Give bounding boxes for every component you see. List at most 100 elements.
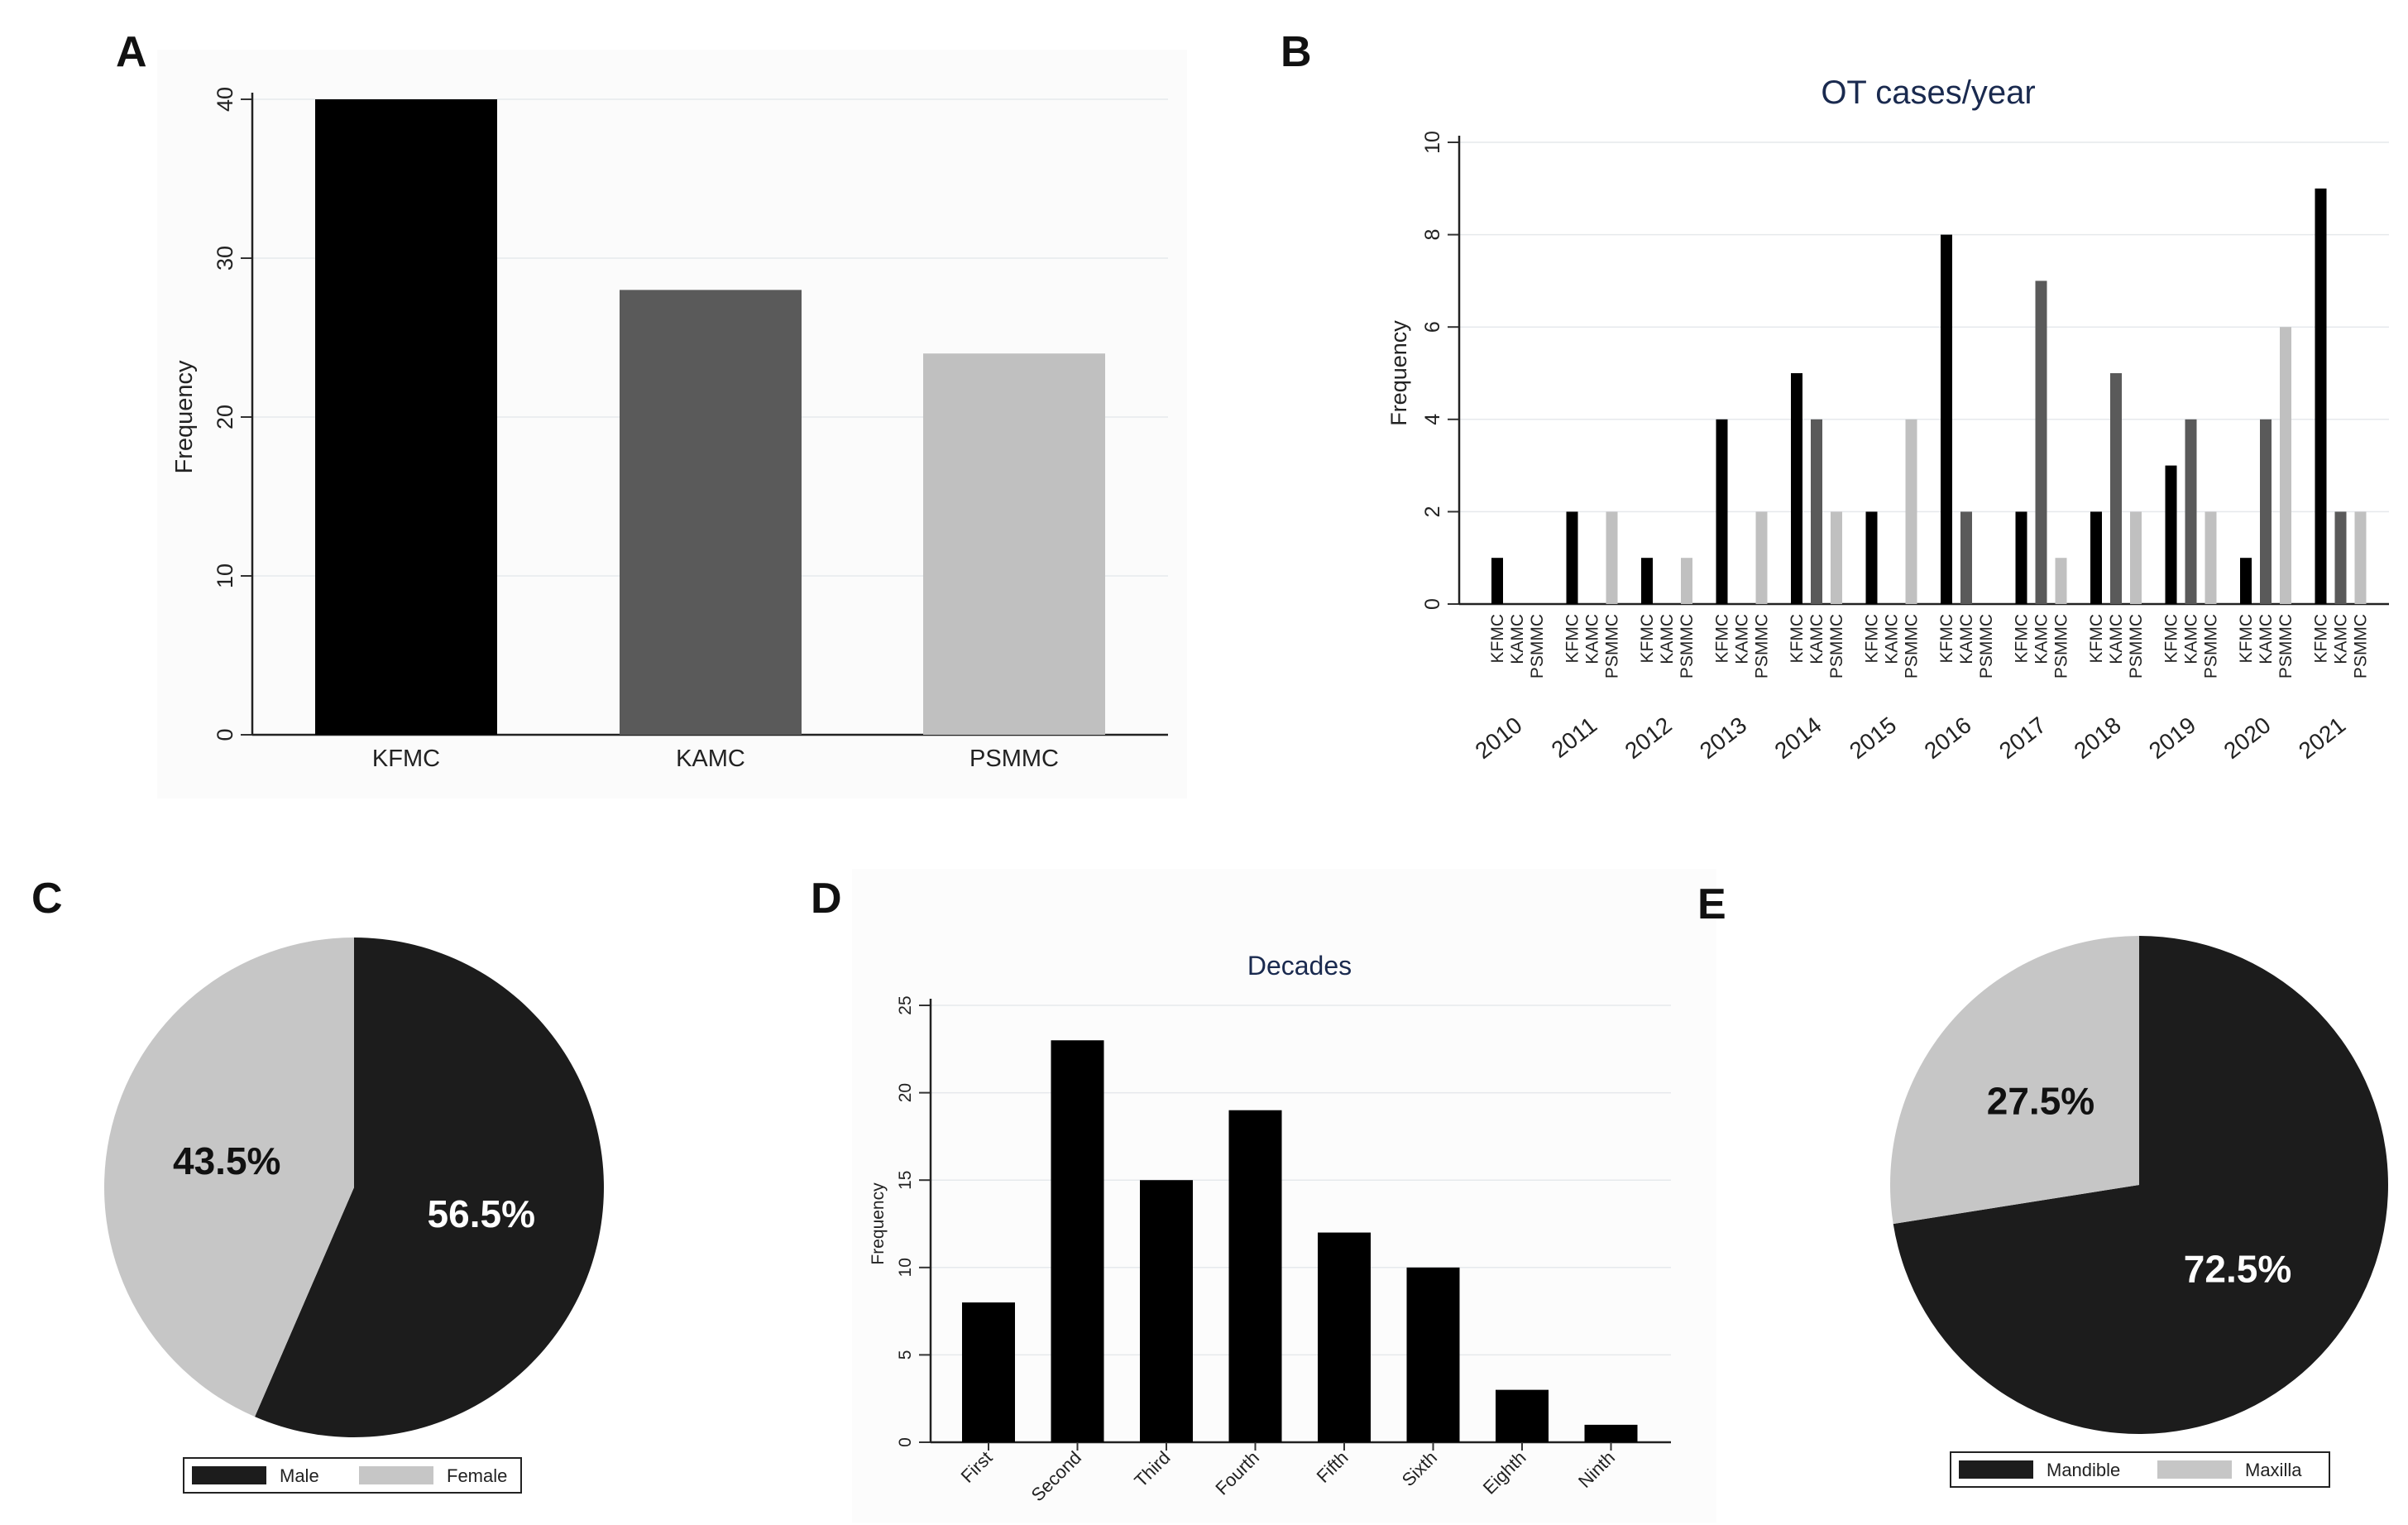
x-subcategory-label: KAMC [1733, 614, 1752, 664]
x-subcategory-label: KAMC [2257, 614, 2276, 664]
x-subcategory-label: KAMC [1957, 614, 1976, 664]
pie-label-mandible: 72.5% [2184, 1248, 2291, 1291]
bar-2021-kamc [2334, 511, 2347, 604]
x-subcategory-label: KAMC [1583, 614, 1602, 664]
legend-box [183, 1457, 522, 1494]
x-subcategory-label: KFMC [2013, 614, 2032, 664]
bar-2016-kamc [1960, 511, 1972, 604]
bar-2015-psmmc [1905, 419, 1917, 604]
bar-kfmc [315, 99, 497, 735]
y-tick-label: 40 [213, 87, 237, 112]
y-tick-label: 4 [1421, 414, 1444, 425]
pie-label-male: 56.5% [428, 1192, 535, 1235]
pie-slice-mandible [1893, 936, 2388, 1434]
bar-eighth [1496, 1389, 1549, 1442]
legend-label-mandible: Mandible [2047, 1460, 2120, 1480]
x-subcategory-label: KFMC [2237, 614, 2256, 664]
bar-2013-psmmc [1755, 511, 1768, 604]
y-tick-label: 25 [896, 995, 915, 1014]
x-subcategory-label: KFMC [1937, 614, 1956, 664]
x-subcategory-label: PSMMC [1753, 614, 1772, 679]
bar-2012-psmmc [1681, 558, 1692, 604]
x-subcategory-label: KFMC [2087, 614, 2106, 664]
bar-2011-kfmc [1566, 511, 1578, 604]
bar-2017-kfmc [2015, 511, 2027, 604]
pie-slice-maxilla [1889, 936, 2139, 1225]
bar-2013-kfmc [1716, 419, 1728, 604]
x-tick-label: KAMC [676, 746, 745, 772]
x-subcategory-label: KFMC [1488, 614, 1507, 664]
chart-c-sex-pie: 56.5% 43.5% Male Female [103, 938, 604, 1494]
bar-2015-kfmc [1865, 511, 1878, 604]
bar-2017-kamc [2035, 281, 2047, 604]
x-subcategory-label: KFMC [1788, 614, 1807, 664]
legend-swatch-maxilla [2157, 1460, 2232, 1479]
bar-2019-psmmc [2205, 511, 2217, 604]
y-tick-label: 6 [1421, 321, 1444, 333]
x-subcategory-label: KAMC [1807, 614, 1826, 664]
pie-label-female: 43.5% [173, 1139, 280, 1182]
pie-slice-female [103, 938, 354, 1417]
bar-fourth [1228, 1110, 1282, 1442]
legend-label-female: Female [447, 1465, 507, 1486]
chart-title: Decades [1247, 951, 1352, 981]
legend-swatch-male [192, 1466, 266, 1484]
x-subcategory-label: PSMMC [1977, 614, 1996, 679]
x-subcategory-label: PSMMC [2202, 614, 2221, 679]
y-tick-label: 10 [896, 1258, 915, 1277]
bar-2016-kfmc [1941, 234, 1952, 604]
x-tick-label: PSMMC [969, 746, 1059, 772]
y-tick-label: 30 [213, 246, 237, 271]
x-subcategory-label: KFMC [1563, 614, 1582, 664]
panel-label-e: E [1697, 880, 1726, 928]
x-subcategory-label: PSMMC [1528, 614, 1547, 679]
x-subcategory-label: KFMC [2312, 614, 2331, 664]
bar-2020-kfmc [2240, 558, 2252, 604]
panel-label-c: C [31, 875, 63, 923]
chart-e-site-pie: 72.5% 27.5% Mandible Maxilla [1889, 936, 2388, 1488]
panel-label-b: B [1281, 28, 1312, 76]
x-subcategory-label: KAMC [1508, 614, 1527, 664]
bar-2020-kamc [2260, 419, 2272, 604]
bar-2021-kfmc [2315, 188, 2327, 605]
x-subcategory-label: KAMC [1658, 614, 1677, 664]
bar-first [962, 1302, 1015, 1442]
bar-2012-kfmc [1641, 558, 1653, 604]
x-subcategory-label: KFMC [1638, 614, 1657, 664]
x-subcategory-label: KAMC [2332, 614, 2351, 664]
legend-swatch-mandible [1959, 1460, 2033, 1479]
y-tick-label: 0 [1421, 598, 1444, 610]
bar-2019-kfmc [2165, 465, 2177, 604]
chart-a-hospital-frequency: 0 10 20 30 40 Frequency KFMC KAMC PSMMC [171, 87, 1168, 772]
bar-2020-psmmc [2280, 327, 2291, 604]
x-subcategory-label: KAMC [2032, 614, 2051, 664]
bar-2014-psmmc [1831, 511, 1842, 604]
y-axis-label: Frequency [171, 360, 198, 474]
panel-label-d: D [811, 875, 842, 923]
bar-psmmc [923, 353, 1105, 735]
y-tick-label: 10 [1421, 131, 1444, 154]
legend-label-male: Male [280, 1465, 319, 1486]
y-tick-label: 0 [896, 1437, 915, 1447]
bar-2018-kfmc [2090, 511, 2102, 604]
y-tick-label: 8 [1421, 229, 1444, 241]
x-subcategory-label: PSMMC [1678, 614, 1697, 679]
bar-second [1051, 1040, 1104, 1442]
x-tick-label: KFMC [372, 746, 440, 772]
bar-ninth [1584, 1424, 1638, 1442]
y-tick-label: 0 [213, 728, 237, 741]
x-subcategory-label: KAMC [1883, 614, 1902, 664]
x-subcategory-label: PSMMC [2352, 614, 2371, 679]
x-subcategory-label: KAMC [2107, 614, 2126, 664]
y-tick-label: 20 [213, 405, 237, 429]
chart-title: OT cases/year [1821, 74, 2035, 111]
pie-label-maxilla: 27.5% [1987, 1079, 2094, 1122]
x-subcategory-label: PSMMC [1603, 614, 1622, 679]
y-axis-label: Frequency [1386, 320, 1411, 426]
x-subcategory-label: KAMC [2182, 614, 2201, 664]
x-subcategory-label: KFMC [1713, 614, 1732, 664]
bar-third [1140, 1180, 1193, 1442]
x-subcategory-label: KFMC [1863, 614, 1882, 664]
